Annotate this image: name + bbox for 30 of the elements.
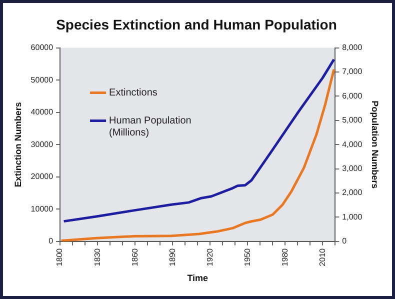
y2-tick-label: 5,000 (342, 116, 363, 125)
y-tick-label: 30000 (30, 140, 54, 149)
y2-tick-label: 4,000 (342, 140, 363, 149)
y2-tick-label: 0 (342, 236, 348, 246)
x-tick-label: 1980 (280, 248, 290, 266)
y2-tick-label: 1,000 (342, 212, 363, 222)
x-tick-label: 1800 (55, 248, 64, 266)
y2-tick-label: 7,000 (342, 67, 363, 76)
x-tick-label: 2010 (318, 248, 327, 266)
y2-tick-label: 2,000 (342, 188, 363, 198)
x-tick-label: 1890 (168, 248, 177, 266)
legend-label: Human Population (Millions) (109, 116, 192, 139)
y2-tick-label: 6,000 (342, 91, 363, 100)
y-tick-label: 40000 (30, 108, 54, 117)
y-axis-title: Extinction Numbers (12, 102, 23, 188)
x-tick-label: 1830 (92, 248, 102, 266)
y2-tick-label: 3,000 (342, 164, 363, 174)
x-tick-label: 1860 (130, 248, 140, 266)
x-tick-label: 1950 (242, 248, 252, 266)
y-tick-label: 50000 (30, 75, 54, 84)
x-tick-label: 1920 (205, 248, 214, 266)
x-axis-title: Time (187, 273, 208, 284)
y-tick-label: 0 (48, 236, 54, 246)
legend-label: Extinctions (109, 88, 158, 99)
chart-title: Species Extinction and Human Population (56, 16, 337, 32)
y-tick-label: 20000 (30, 172, 54, 182)
y2-axis-title: Population Numbers (370, 100, 380, 189)
y-tick-label: 10000 (30, 204, 54, 214)
y2-tick-label: 8,000 (342, 43, 363, 52)
y-tick-label: 60000 (30, 43, 54, 52)
